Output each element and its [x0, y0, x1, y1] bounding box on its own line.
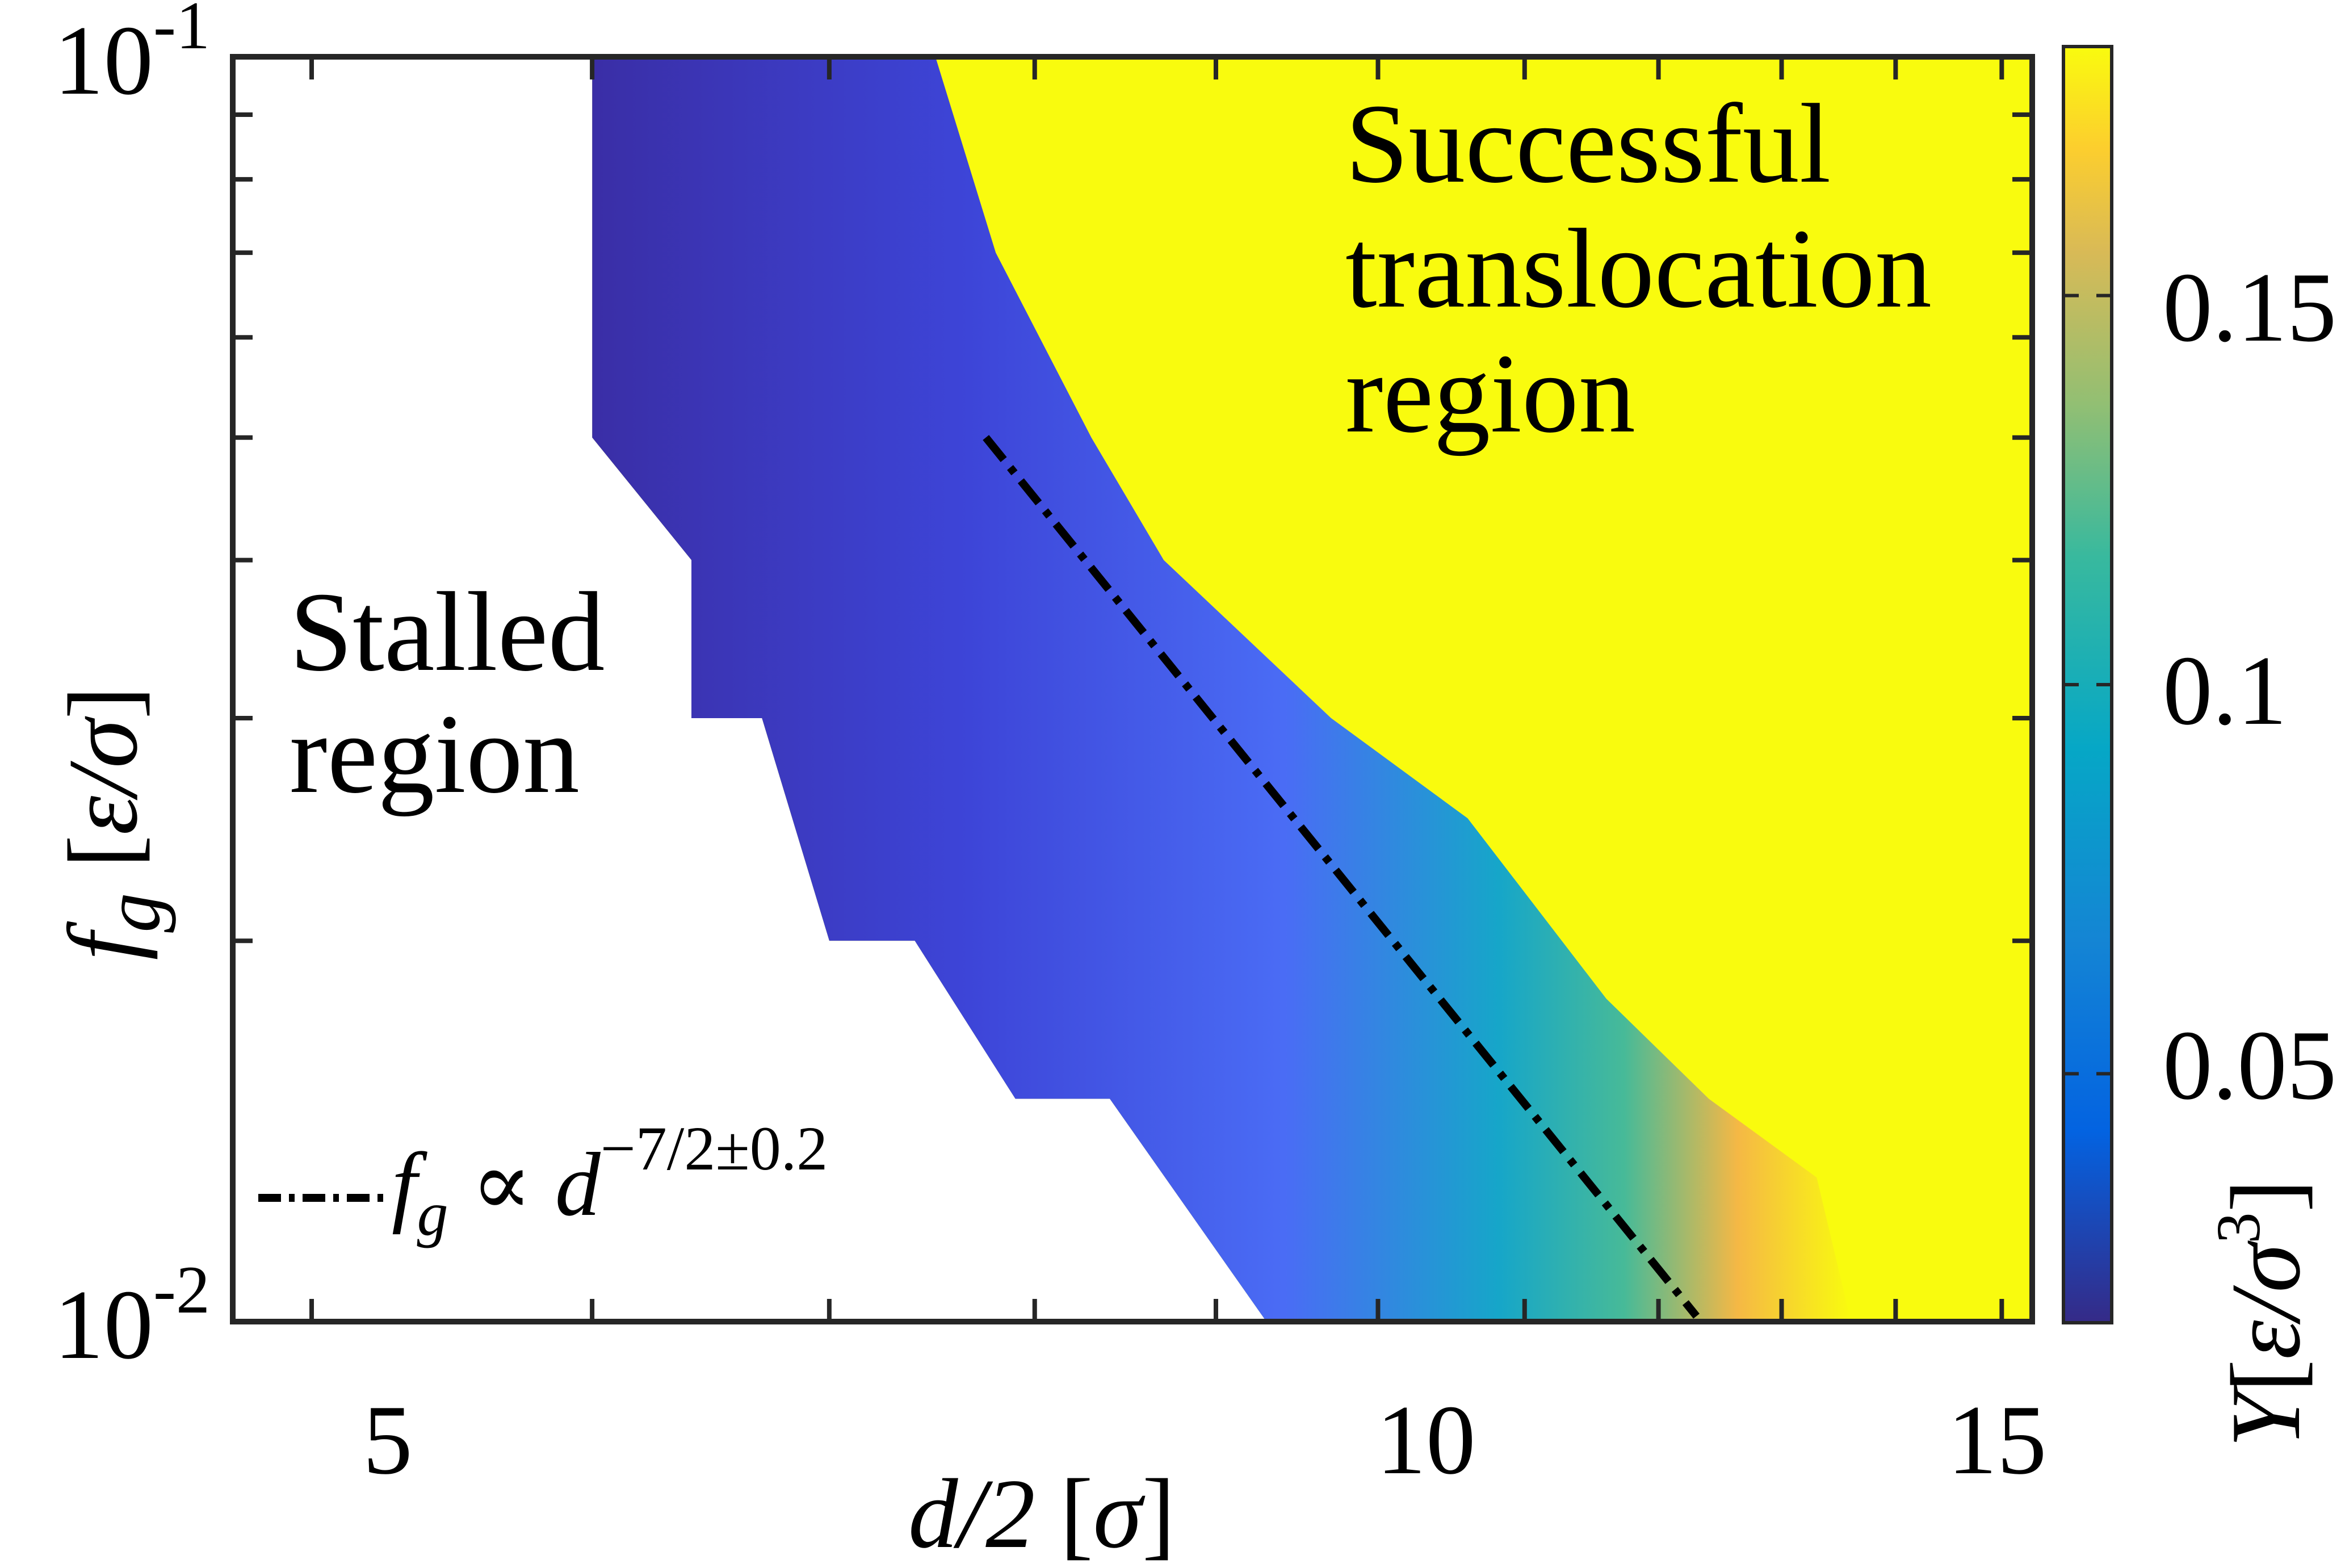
y-axis-ticks	[233, 54, 2032, 1324]
colorbar-label: Y[ε/σ3]	[2204, 1179, 2321, 1448]
y-axis-title: fg [ε/σ]	[48, 686, 177, 961]
successful-region-label: Successful translocation region	[1345, 81, 1960, 456]
fit-line	[983, 435, 1700, 1319]
colorbar-tick-label-005: 0.05	[2163, 1010, 2336, 1120]
svg-text:d/2 [σ]: d/2 [σ]	[908, 1458, 1175, 1568]
x-tick-label-15: 15	[1948, 1385, 2047, 1495]
svg-text:fg [ε/σ]: fg [ε/σ]	[48, 686, 177, 961]
svg-text:Y[ε/σ3]: Y[ε/σ3]	[2204, 1179, 2321, 1448]
plot-frame	[230, 54, 2035, 1324]
y-tick-label-top: 10-1	[54, 0, 210, 115]
colorbar-ticks	[2063, 294, 2112, 1076]
x-axis-ticks	[309, 57, 2004, 1322]
y-tick-label-bottom: 10-2	[54, 1252, 210, 1380]
stalled-region-fill	[233, 57, 1266, 1322]
transition-band	[592, 57, 1851, 1322]
x-axis-title: d/2 [σ]	[908, 1458, 1175, 1568]
colorbar-tick-label-01: 0.1	[2163, 635, 2287, 745]
stalled-region-label: Stalled region	[290, 569, 633, 817]
colorbar-tick-label-015: 0.15	[2163, 252, 2336, 362]
x-tick-label-10: 10	[1377, 1385, 1476, 1495]
x-tick-label-5: 5	[363, 1385, 413, 1495]
heatmap-layer	[233, 57, 2032, 1322]
